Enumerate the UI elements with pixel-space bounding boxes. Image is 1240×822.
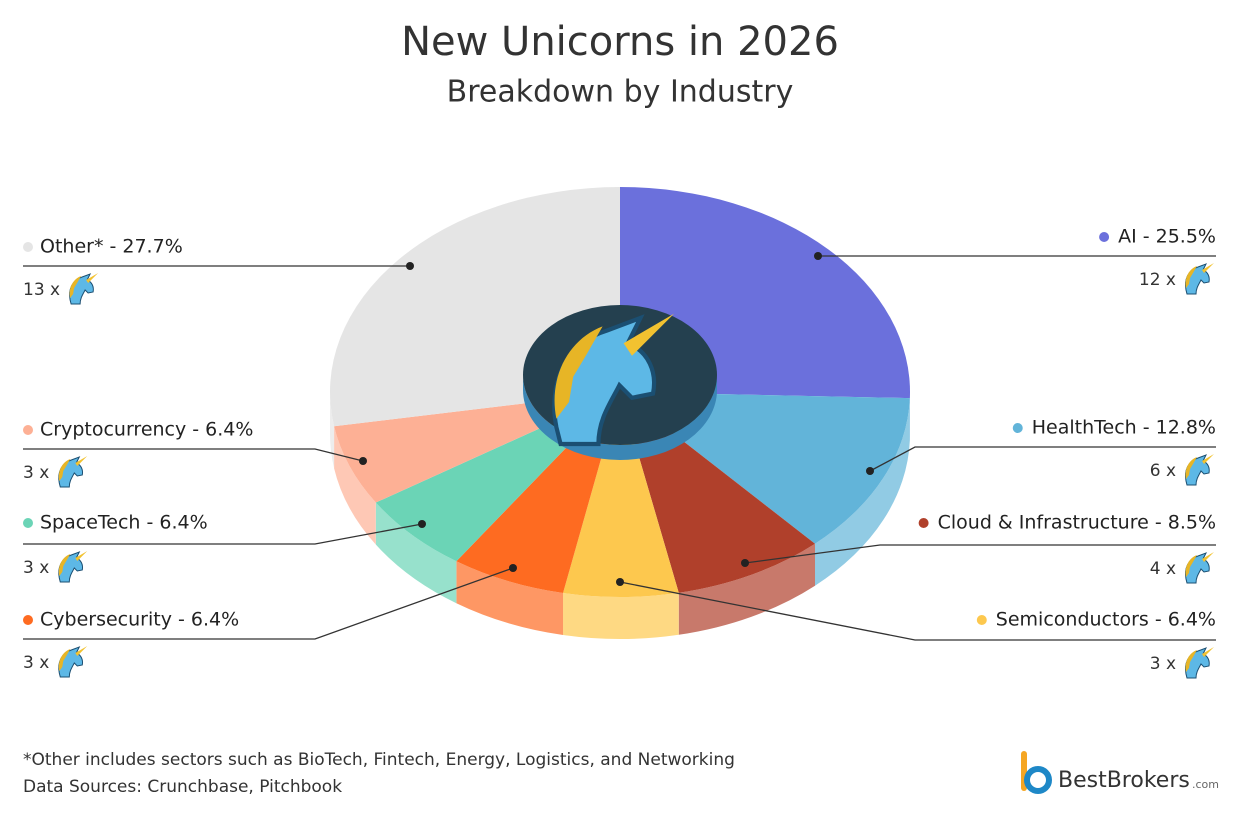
unicorn-icon xyxy=(58,550,88,583)
leader-dot xyxy=(616,578,624,586)
legend-dot xyxy=(23,518,33,528)
unicorn-icon xyxy=(58,455,88,488)
legend-label: Cloud & Infrastructure - 8.5% xyxy=(938,512,1216,534)
slice-side xyxy=(678,543,816,635)
legend-label: SpaceTech - 6.4% xyxy=(40,512,208,534)
legend-label: Cryptocurrency - 6.4% xyxy=(40,419,253,441)
brand-logo xyxy=(1021,751,1052,794)
sources: Data Sources: Crunchbase, Pitchbook xyxy=(23,777,342,797)
legend-dot xyxy=(23,425,33,435)
legend-dot xyxy=(918,518,929,528)
brand-suffix: .com xyxy=(1192,778,1219,791)
legend-dot xyxy=(976,615,987,625)
leader-line xyxy=(744,544,1216,564)
legend-dot xyxy=(23,242,33,252)
legend-label: Cybersecurity - 6.4% xyxy=(40,609,239,631)
unicorn-icon xyxy=(1185,453,1215,486)
leader-dot xyxy=(406,262,414,270)
count-label: 4 x xyxy=(1150,559,1176,579)
legend-dot xyxy=(23,615,33,625)
count-label: 6 x xyxy=(1150,461,1176,481)
slice-side xyxy=(330,392,335,469)
leader-line xyxy=(619,581,1216,641)
slice-side xyxy=(815,398,910,586)
leader-line xyxy=(23,567,514,640)
count-label: 12 x xyxy=(1139,270,1176,290)
count-label: 3 x xyxy=(1150,654,1176,674)
leader-dot xyxy=(359,457,367,465)
leader-dot xyxy=(509,564,517,572)
slice-side xyxy=(563,592,679,639)
leader-dot xyxy=(814,252,822,260)
unicorn-icon xyxy=(58,645,88,678)
count-label: 3 x xyxy=(23,463,49,483)
slice-side xyxy=(334,426,376,545)
unicorn-icon xyxy=(1185,551,1215,584)
legend-label: AI - 25.5% xyxy=(1118,226,1216,248)
legend-label: Other* - 27.7% xyxy=(40,236,183,258)
unicorn-icon xyxy=(1185,262,1215,295)
slice-side xyxy=(456,561,564,636)
leader-line xyxy=(23,448,364,462)
leader-dot xyxy=(741,559,749,567)
legend-dot xyxy=(1099,232,1110,242)
leader-dot xyxy=(866,467,874,475)
legend-label: HealthTech - 12.8% xyxy=(1032,417,1216,439)
legend-label: Semiconductors - 6.4% xyxy=(996,609,1216,631)
center-badge xyxy=(523,305,717,460)
count-label: 3 x xyxy=(23,558,49,578)
leader-dot xyxy=(418,520,426,528)
slice-side xyxy=(375,502,457,604)
slice xyxy=(563,392,679,598)
leader-line xyxy=(869,446,1216,472)
brand-name: BestBrokers xyxy=(1058,768,1190,793)
labels: AI - 25.5% 12 x HealthTech - 12.8% 6 x Cloud… xyxy=(23,226,1216,679)
count-label: 13 x xyxy=(23,280,60,300)
leader-line xyxy=(23,523,423,545)
chart-title: New Unicorns in 2026 xyxy=(401,19,839,65)
chart-subtitle: Breakdown by Industry xyxy=(447,75,794,110)
count-label: 3 x xyxy=(23,653,49,673)
unicorn-icon xyxy=(1185,646,1215,679)
unicorn-icon xyxy=(69,272,99,305)
legend-dot xyxy=(1012,423,1023,433)
footnote: *Other includes sectors such as BioTech,… xyxy=(23,750,735,770)
